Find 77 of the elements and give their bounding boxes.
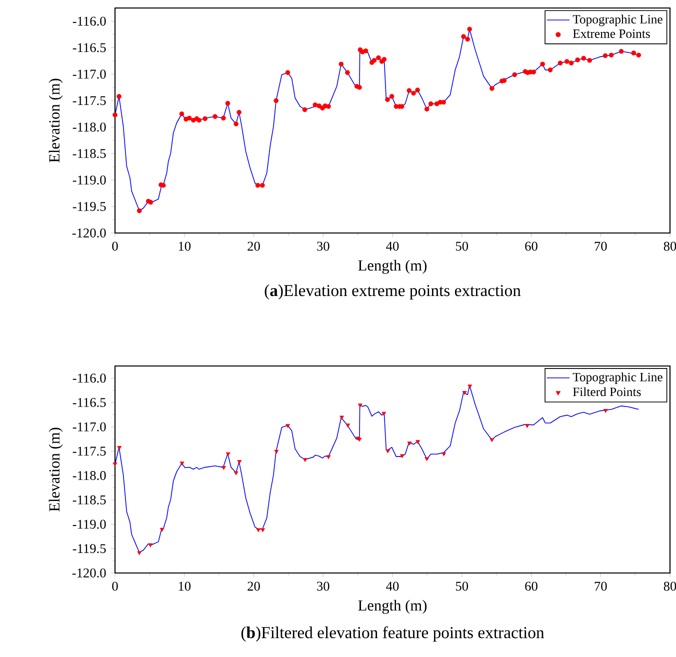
y-tick-label: -117.0 [72, 70, 106, 79]
legend-label: Topographic Line [572, 14, 662, 26]
point [274, 450, 279, 454]
x-tick-label: 40 [386, 582, 399, 591]
y-tick-label: -119.5 [72, 544, 106, 554]
x-axis-title: Length (m) [358, 260, 427, 274]
point [137, 551, 142, 555]
point [237, 460, 242, 464]
point [462, 390, 467, 395]
point [234, 471, 238, 476]
y-tick-label: -120.0 [72, 228, 106, 238]
point [148, 543, 152, 548]
point [386, 449, 390, 454]
x-tick-label: 70 [594, 582, 607, 591]
y-axis-title: Elevation (m) [48, 78, 63, 162]
legend-label: Filterd Points [572, 387, 641, 396]
x-tick-label: 10 [178, 242, 191, 251]
point [525, 424, 530, 428]
x-tick-label: 50 [456, 242, 468, 251]
point [326, 455, 331, 459]
point [424, 457, 429, 461]
x-tick-label: 80 [664, 242, 676, 251]
point [226, 452, 230, 456]
point [160, 528, 164, 532]
point [400, 454, 404, 458]
legend-label: Topographic Line [572, 372, 662, 384]
point [256, 528, 261, 532]
x-tick-label: 40 [386, 242, 399, 251]
point [112, 462, 118, 466]
y-tick-label: -120.0 [72, 568, 106, 578]
point [117, 446, 122, 450]
x-tick-label: 50 [456, 582, 468, 591]
y-tick-label: -116.5 [72, 43, 106, 52]
y-tick-label: -119.0 [72, 176, 106, 185]
point [468, 384, 472, 388]
y-axis-title: Elevation (m) [48, 428, 63, 512]
point [490, 438, 494, 442]
point [302, 458, 308, 462]
y-tick-label: -118.0 [72, 122, 106, 132]
y-tick-label: -118.0 [72, 471, 106, 480]
x-tick-label: 30 [317, 242, 330, 251]
y-tick-label: -116.0 [72, 374, 106, 383]
point [442, 452, 446, 456]
y-tick-label: -119.0 [72, 520, 106, 529]
point [340, 416, 344, 420]
y-tick-label: -118.5 [72, 495, 106, 504]
text: (b)Filtered elevation feature points extraction [241, 626, 544, 642]
y-tick-label: -117.0 [72, 422, 106, 432]
point [407, 442, 412, 446]
x-tick-label: 10 [178, 582, 191, 591]
point [603, 408, 608, 413]
y-tick-label: -117.5 [72, 96, 106, 106]
point [180, 462, 184, 466]
point [382, 412, 386, 416]
y-tick-label: -117.5 [72, 446, 106, 456]
x-tick-label: 20 [248, 242, 260, 251]
point [358, 404, 362, 408]
x-tick-label: 60 [525, 242, 538, 251]
point [260, 528, 265, 532]
x-tick-label: 0 [112, 582, 118, 591]
x-tick-label: 20 [248, 582, 260, 591]
point [416, 440, 420, 444]
legend-label: Extreme Points [572, 29, 650, 38]
x-tick-label: 70 [594, 242, 607, 251]
x-tick-label: 0 [112, 242, 118, 251]
point [222, 466, 226, 470]
point [346, 424, 350, 428]
point [286, 424, 290, 428]
x-tick-label: 80 [664, 582, 676, 591]
x-axis-title: Length (m) [358, 600, 427, 614]
text: (a)Elevation extreme points extraction [264, 284, 521, 300]
x-tick-label: 30 [317, 582, 330, 591]
y-tick-label: -116.5 [72, 398, 106, 408]
x-tick-label: 60 [525, 582, 538, 591]
y-tick-label: -116.0 [72, 16, 106, 26]
y-tick-label: -118.5 [72, 149, 106, 158]
y-tick-label: -119.5 [72, 202, 106, 212]
